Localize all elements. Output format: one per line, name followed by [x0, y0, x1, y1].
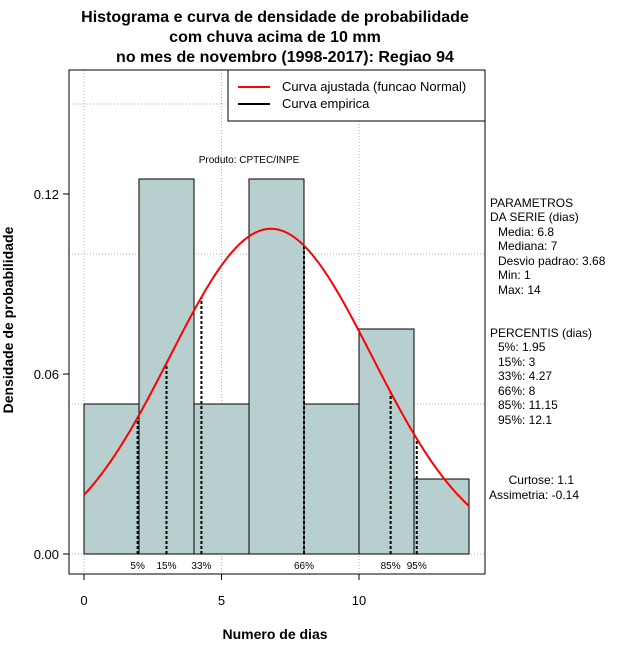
normal-curve [83, 227, 470, 507]
shape-stats-block: Curtose: 1.1 Assimetria: -0.14 [489, 473, 579, 502]
x-tick-label: 10 [352, 593, 366, 608]
param-mediana: Mediana: 7 [498, 239, 558, 253]
axes: 0.00 0.06 0.12 0 5 10 [34, 187, 367, 608]
histogram-bar [413, 478, 470, 555]
x-axis-label: Numero de dias [222, 626, 327, 642]
param-min: Min: 1 [498, 268, 531, 282]
y-tick-label: 0.00 [34, 547, 59, 562]
chart-title-line-2: com chuva acima de 10 mm [169, 29, 381, 46]
assimetria-stat: Assimetria: -0.14 [489, 488, 579, 502]
chart-title-line-3: no mes de novembro (1998-2017): Regiao 9… [116, 49, 454, 66]
percentis-block: PERCENTIS (dias) 5%: 1.95 15%: 3 33%: 4.… [490, 326, 592, 427]
histogram-bar [358, 328, 415, 555]
x-tick-label: 0 [80, 593, 87, 608]
percentile-label: 15% [156, 561, 176, 572]
percentile-label: 95% [407, 561, 427, 572]
legend-label-normal: Curva ajustada (funcao Normal) [282, 79, 466, 94]
percentile-label: 5% [130, 561, 145, 572]
normal-curve-layer [83, 227, 470, 507]
histogram-bars [83, 178, 470, 555]
histogram-bar [303, 403, 360, 555]
percentil-66: 66%: 8 [498, 384, 536, 398]
chart-title-line-1: Histograma e curva de densidade de proba… [81, 9, 469, 26]
parameters-header-1: PARAMETROS [490, 196, 573, 210]
percentil-5: 5%: 1.95 [498, 340, 546, 354]
percentile-label: 33% [191, 561, 211, 572]
legend-label-empirical: Curva empirica [282, 96, 370, 111]
parameters-block: PARAMETROS DA SERIE (dias) Media: 6.8 Me… [490, 196, 606, 297]
percentil-33: 33%: 4.27 [498, 369, 552, 383]
product-annotation: Produto: CPTEC/INPE [199, 155, 300, 166]
parameters-header-2: DA SERIE (dias) [490, 210, 579, 224]
histogram-bar [83, 403, 140, 555]
curtose-stat: Curtose: 1.1 [509, 473, 575, 487]
percentile-label: 66% [294, 561, 314, 572]
percentile-label: 85% [381, 561, 401, 572]
y-axis-label: Densidade de probabilidade [0, 226, 16, 413]
y-tick-label: 0.12 [34, 187, 59, 202]
param-media: Media: 6.8 [498, 225, 554, 239]
legend-box [227, 69, 486, 122]
x-tick-label: 5 [218, 593, 225, 608]
param-desvio: Desvio padrao: 3.68 [498, 254, 606, 268]
percentis-header: PERCENTIS (dias) [490, 326, 592, 340]
percentil-15: 15%: 3 [498, 355, 536, 369]
percentile-lines: 5% 15% 33% 66% 85% 95% [130, 245, 427, 572]
percentil-95: 95%: 12.1 [498, 413, 552, 427]
percentil-85: 85%: 11.15 [498, 398, 558, 412]
param-max: Max: 14 [498, 283, 541, 297]
y-tick-label: 0.06 [34, 367, 59, 382]
legend: Curva ajustada (funcao Normal) Curva emp… [227, 69, 486, 122]
histogram-bar [248, 178, 305, 555]
